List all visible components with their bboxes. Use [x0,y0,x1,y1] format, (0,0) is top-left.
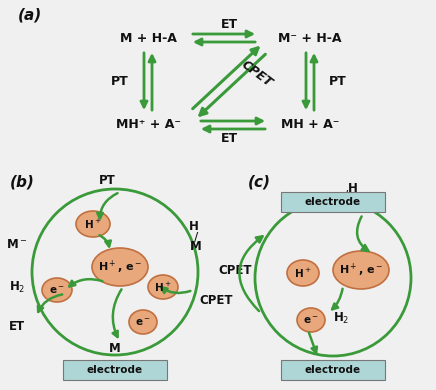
Ellipse shape [297,308,325,332]
Text: MH⁺ + A⁻: MH⁺ + A⁻ [116,119,181,131]
Text: ET: ET [9,321,25,333]
Ellipse shape [287,260,319,286]
Text: ET: ET [221,18,238,30]
Text: PT: PT [329,75,347,88]
Text: H: H [189,220,199,234]
Text: M$^-$: M$^-$ [6,238,28,250]
Text: CPET: CPET [218,264,252,277]
Text: /: / [344,188,348,202]
Text: e$^-$: e$^-$ [303,314,319,326]
Text: PT: PT [111,75,129,88]
Text: M + H-A: M + H-A [119,32,177,44]
Text: H$_2$: H$_2$ [333,310,349,326]
Text: H$^+$: H$^+$ [84,218,102,230]
Text: (b): (b) [10,174,35,190]
Text: electrode: electrode [305,365,361,375]
Text: electrode: electrode [87,365,143,375]
Ellipse shape [76,211,110,237]
FancyBboxPatch shape [281,360,385,380]
Text: H$^+$, e$^-$: H$^+$, e$^-$ [98,258,142,276]
Text: e$^-$: e$^-$ [135,317,151,328]
Text: PT: PT [99,174,116,186]
Text: H$^+$: H$^+$ [154,280,172,294]
Text: (a): (a) [18,7,42,23]
Text: electrode: electrode [305,197,361,207]
Text: H$_2$: H$_2$ [9,280,25,294]
Text: (c): (c) [248,174,271,190]
Text: e$^-$: e$^-$ [49,284,65,296]
FancyBboxPatch shape [63,360,167,380]
Text: H$^+$: H$^+$ [294,266,312,280]
Text: MH + A⁻: MH + A⁻ [281,119,339,131]
Text: H$^+$, e$^-$: H$^+$, e$^-$ [339,261,383,278]
Text: CPET: CPET [239,58,275,89]
Text: M⁻ + H-A: M⁻ + H-A [278,32,342,44]
FancyBboxPatch shape [281,192,385,212]
Ellipse shape [42,278,72,302]
Text: ET: ET [221,131,238,145]
Text: /: / [194,230,198,243]
Ellipse shape [129,310,157,334]
Ellipse shape [148,275,178,299]
Text: H: H [348,181,358,195]
Text: M: M [190,239,202,252]
Text: CPET: CPET [199,294,233,307]
Ellipse shape [333,251,389,289]
Text: M: M [109,342,121,355]
Ellipse shape [92,248,148,286]
